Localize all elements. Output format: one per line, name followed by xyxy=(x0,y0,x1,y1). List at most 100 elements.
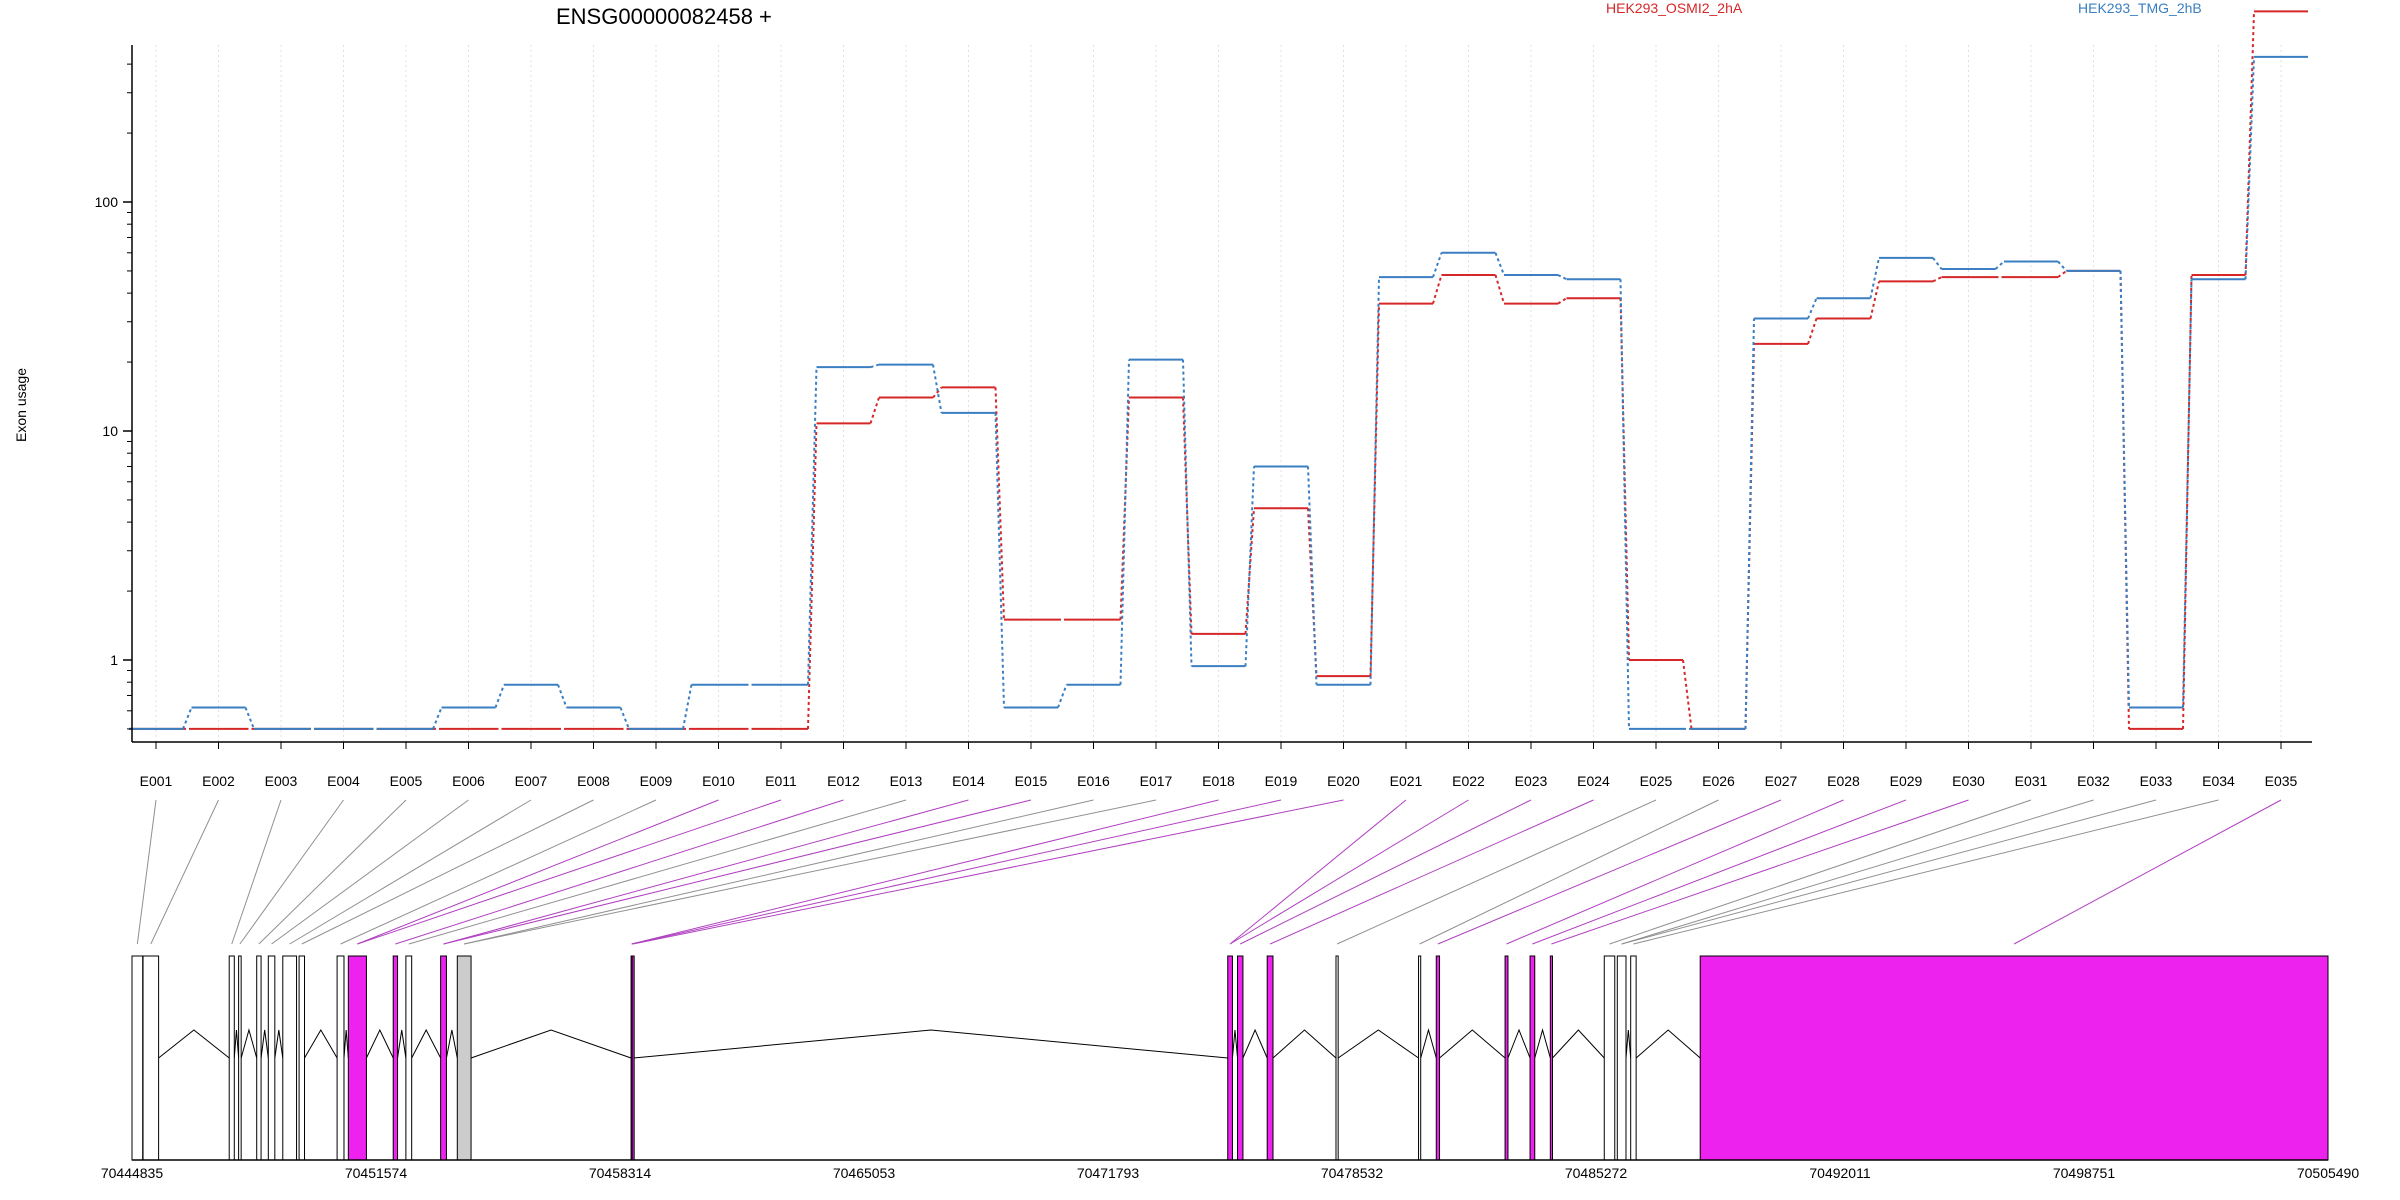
series-connector xyxy=(1494,252,1505,276)
exon-connector xyxy=(1609,799,2032,945)
exon-box xyxy=(1699,955,2329,1161)
exon-connector xyxy=(357,799,719,945)
exon-box xyxy=(1504,955,1509,1161)
exon-connector xyxy=(1621,799,2094,945)
exon-connector xyxy=(1532,799,1907,945)
series-connector xyxy=(1307,466,1318,685)
series-connector xyxy=(994,387,1005,620)
series-connector xyxy=(1619,279,1630,729)
series-connector xyxy=(1432,274,1443,304)
intron-line xyxy=(1439,1029,1506,1059)
exon-connector xyxy=(1506,799,1844,945)
intron-line xyxy=(470,1029,632,1059)
x-tick-label: E007 xyxy=(515,773,548,789)
exon-connector xyxy=(1419,799,1719,945)
exon-connector xyxy=(340,799,657,945)
exon-connector xyxy=(443,799,969,945)
series-connector xyxy=(1994,260,2005,270)
x-tick-label: E032 xyxy=(2077,773,2110,789)
exon-box xyxy=(1237,955,1244,1161)
intron-line xyxy=(304,1029,338,1059)
exon-box xyxy=(1435,955,1441,1161)
intron-line xyxy=(1552,1029,1605,1059)
x-tick-label: E002 xyxy=(202,773,235,789)
y-tick-label: 100 xyxy=(95,194,119,210)
intron-line xyxy=(1635,1029,1701,1059)
intron-line xyxy=(274,1029,284,1059)
exon-box xyxy=(1549,955,1553,1161)
exon-box xyxy=(1335,955,1339,1161)
x-tick-label: E004 xyxy=(327,773,360,789)
series-connector xyxy=(1869,281,1880,319)
series-connector xyxy=(1119,359,1130,685)
exon-box xyxy=(1529,955,1536,1161)
series-connector xyxy=(557,684,568,708)
intron-line xyxy=(1420,1028,1437,1059)
exon-box xyxy=(1616,955,1627,1161)
x-tick-label: E029 xyxy=(1890,773,1923,789)
y-tick-label: 1 xyxy=(110,652,118,668)
exon-connector xyxy=(632,799,1344,945)
intron-line xyxy=(445,1029,458,1059)
intron-line xyxy=(1242,1028,1268,1059)
x-tick-label: E034 xyxy=(2202,773,2235,789)
legend-series-1: HEK293_OSMI2_2hA xyxy=(1606,0,1743,16)
exon-connector xyxy=(357,799,782,945)
series-connector xyxy=(1807,297,1818,319)
series-connector xyxy=(1494,274,1505,304)
series-connector xyxy=(1557,297,1568,305)
exon-connector xyxy=(239,799,344,945)
exon-box xyxy=(131,955,144,1161)
chart-title: ENSG00000082458 + xyxy=(556,4,772,29)
exon-connector xyxy=(136,799,157,945)
axes: 1 10 100 E001 E002 E003 E004 E005 E006 E007 E008 E0… xyxy=(95,45,2312,789)
exon-connector xyxy=(464,799,1094,945)
gridlines xyxy=(155,45,2282,742)
intron-line xyxy=(343,1029,349,1059)
exon-box xyxy=(440,955,447,1161)
exon-connector xyxy=(258,799,407,945)
series-connector xyxy=(244,707,255,730)
genome-tick-label: 70478532 xyxy=(1321,1165,1384,1181)
exon-connectors xyxy=(136,799,2282,945)
intron-line xyxy=(1534,1028,1551,1059)
x-tick-label: E022 xyxy=(1452,773,1485,789)
intron-line xyxy=(158,1029,230,1059)
x-tick-label: E015 xyxy=(1015,773,1048,789)
series-connector xyxy=(2182,279,2193,708)
series-connector xyxy=(182,707,193,730)
series-connector xyxy=(1932,257,1943,270)
series-connector xyxy=(870,363,880,369)
exon-box xyxy=(282,955,298,1161)
genome-tick-label: 70485272 xyxy=(1565,1165,1628,1181)
exon-connector xyxy=(443,799,1032,945)
exon-connector xyxy=(1621,799,2157,945)
exon-box xyxy=(1266,955,1274,1161)
series-connector xyxy=(2057,260,2068,272)
series-connector xyxy=(619,707,630,730)
exon-connector xyxy=(1437,799,1782,945)
series-connector xyxy=(994,412,1005,708)
genome-tick-label: 70498751 xyxy=(2053,1165,2116,1181)
x-tick-label: E028 xyxy=(1827,773,1860,789)
series-connector xyxy=(2244,56,2255,280)
x-tick-label: E026 xyxy=(1702,773,1735,789)
exon-connector xyxy=(631,799,1219,945)
exon-box xyxy=(1603,955,1616,1161)
intron-line xyxy=(633,1029,1228,1059)
exon-box xyxy=(336,955,345,1161)
x-tick-label: E023 xyxy=(1515,773,1548,789)
series-connector xyxy=(1119,397,1130,620)
x-tick-label: E013 xyxy=(890,773,923,789)
genome-tick-label: 70492011 xyxy=(1809,1165,1870,1181)
genome-tick-label: 70505490 xyxy=(2297,1165,2360,1181)
series-connector xyxy=(494,684,505,708)
exon-box xyxy=(347,955,367,1161)
series-connector xyxy=(1369,277,1380,685)
x-tick-label: E020 xyxy=(1327,773,1360,789)
exon-box xyxy=(142,955,160,1161)
genome-tick-label: 70458314 xyxy=(589,1165,652,1181)
series-connector xyxy=(432,707,443,730)
series-connector xyxy=(1244,508,1255,634)
